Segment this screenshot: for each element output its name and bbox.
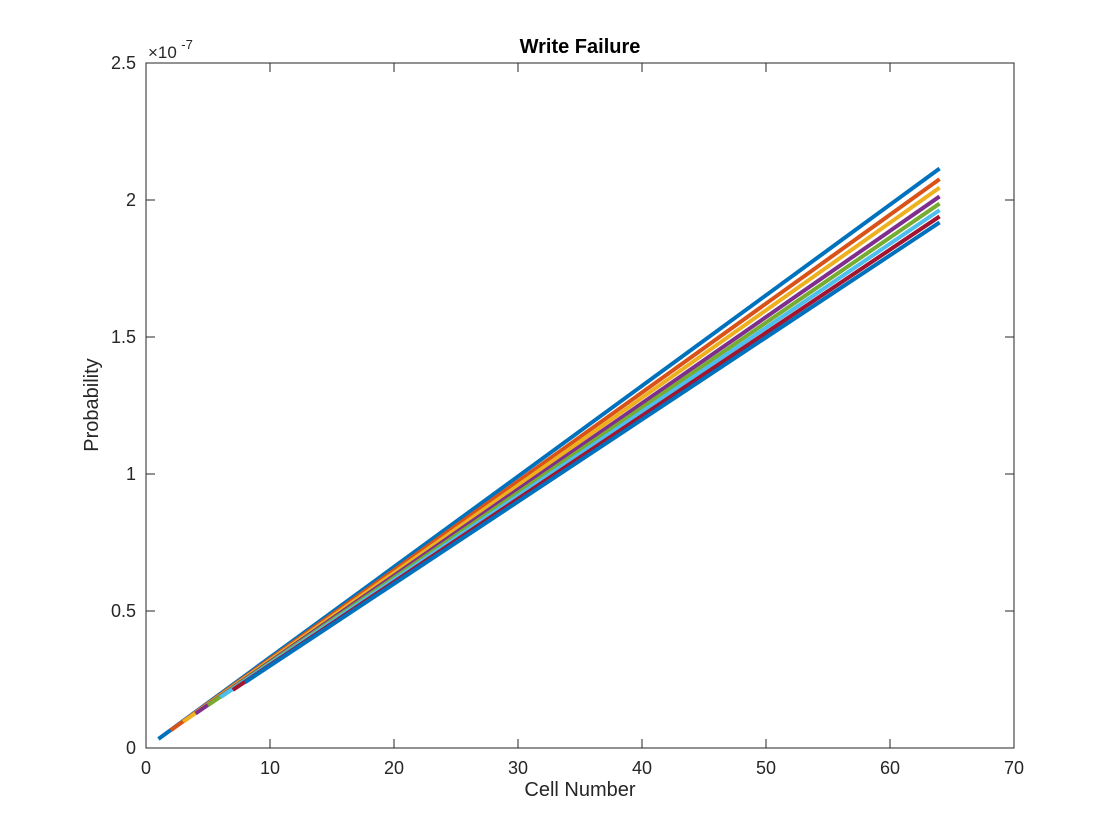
plot-area [145, 62, 1015, 749]
y-tick-label: 0 [126, 738, 136, 758]
x-tick-label: 30 [508, 758, 528, 778]
series-group [157, 166, 941, 741]
x-tick-label: 20 [384, 758, 404, 778]
y-tick-label: 1.5 [111, 327, 136, 347]
x-tick-label: 70 [1004, 758, 1024, 778]
y-tick-label: 2.5 [111, 53, 136, 73]
y-axis-exponent: ×10 -7 [148, 37, 193, 62]
y-axis-label: Probability [81, 358, 103, 451]
x-tick-label: 10 [260, 758, 280, 778]
x-tick-label: 50 [756, 758, 776, 778]
chart-title: Write Failure [520, 36, 641, 58]
x-axis-ticks: 0 10 20 30 40 50 60 70 [141, 63, 1024, 778]
y-exponent-base: ×10 [148, 43, 177, 62]
x-axis-label: Cell Number [524, 779, 635, 801]
x-tick-label: 0 [141, 758, 151, 778]
y-axis-ticks: 0 0.5 1 1.5 2 2.5 [111, 53, 1014, 758]
series-line-8 [244, 220, 941, 684]
x-tick-label: 60 [880, 758, 900, 778]
y-tick-label: 1 [126, 464, 136, 484]
x-tick-label: 40 [632, 758, 652, 778]
y-exponent-power: -7 [181, 37, 193, 52]
y-tick-label: 0.5 [111, 601, 136, 621]
y-tick-label: 2 [126, 190, 136, 210]
